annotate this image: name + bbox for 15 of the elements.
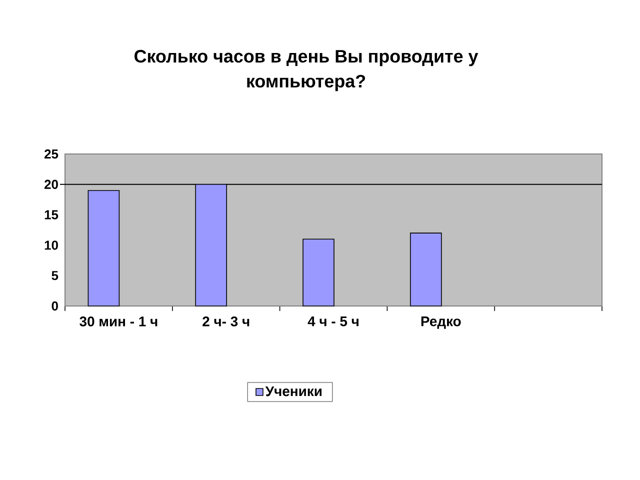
x-tick-label: 2 ч- 3 ч: [202, 316, 250, 326]
y-tick-label: 15: [44, 210, 58, 220]
chart-title: Сколько часов в день Вы проводите у компьютера?: [134, 50, 478, 92]
y-tick-label: 10: [44, 240, 58, 250]
y-tick-label: 0: [52, 301, 58, 311]
bar: [302, 238, 334, 306]
bar: [88, 190, 120, 306]
bar: [410, 232, 442, 306]
y-tick-label: 20: [44, 180, 58, 189]
legend-label: Ученики: [265, 386, 322, 396]
y-tick-label: 25: [44, 149, 58, 159]
x-tick-label: Редко: [421, 316, 461, 329]
y-tick-label: 5: [52, 271, 58, 280]
x-tick-label: 4 ч - 5 ч: [308, 316, 358, 326]
x-tick-label: 30 мин - 1 ч: [80, 316, 158, 326]
